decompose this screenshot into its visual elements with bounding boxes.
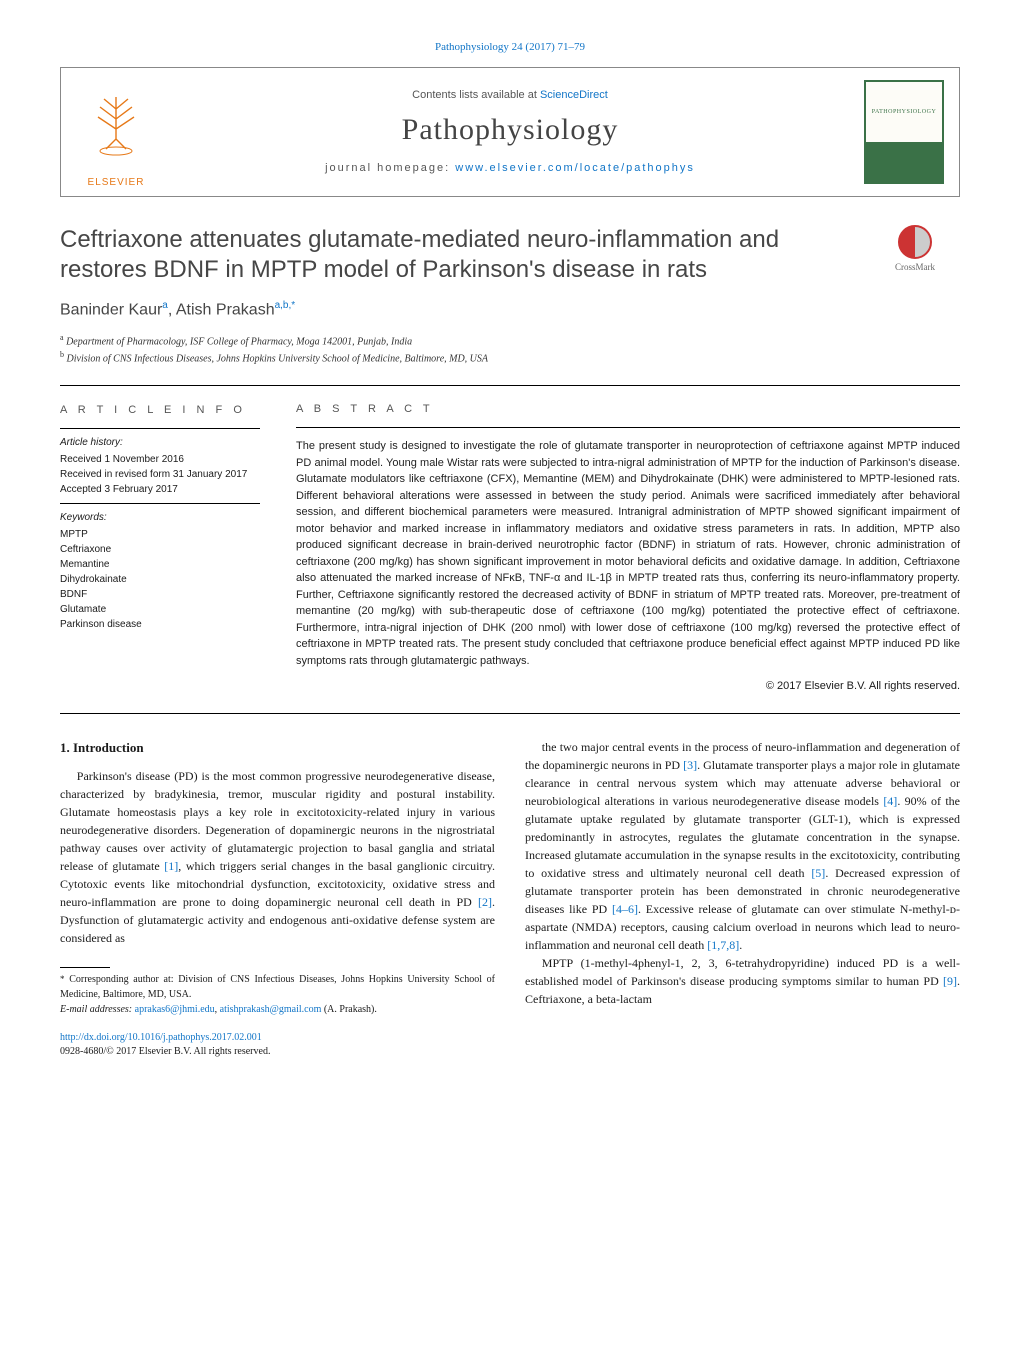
- abstract-copyright: © 2017 Elsevier B.V. All rights reserved…: [296, 679, 960, 694]
- crossmark-icon: [898, 225, 932, 259]
- email-link-1[interactable]: aprakas6@jhmi.edu: [135, 1004, 215, 1015]
- keyword-6: Parkinson disease: [60, 617, 260, 632]
- affiliations: a Department of Pharmacology, ISF Colleg…: [60, 332, 960, 367]
- section-heading-intro: 1. Introduction: [60, 738, 495, 758]
- author-1-aff: a: [162, 300, 168, 311]
- rule-bottom: [60, 713, 960, 714]
- journal-homepage-link[interactable]: www.elsevier.com/locate/pathophys: [455, 162, 695, 174]
- keyword-4: BDNF: [60, 587, 260, 602]
- author-2-aff: a,b,: [275, 300, 292, 311]
- publisher-name: ELSEVIER: [88, 176, 145, 190]
- keywords-label: Keywords:: [60, 510, 260, 525]
- aff-a-sup: a: [60, 333, 64, 342]
- body-column-left: 1. Introduction Parkinson's disease (PD)…: [60, 738, 495, 1060]
- publisher-logo: ELSEVIER: [61, 68, 171, 196]
- aff-b-text: Division of CNS Infectious Diseases, Joh…: [67, 354, 489, 365]
- rule-top: [60, 385, 960, 386]
- cover-title: PATHOPHYSIOLOGY: [866, 82, 942, 116]
- aff-a-text: Department of Pharmacology, ISF College …: [66, 336, 412, 347]
- journal-cover: PATHOPHYSIOLOGY: [849, 68, 959, 196]
- article-info-column: A R T I C L E I N F O Article history: R…: [60, 402, 260, 695]
- article-info-heading: A R T I C L E I N F O: [60, 402, 260, 419]
- journal-header-box: ELSEVIER Contents lists available at Sci…: [60, 67, 960, 197]
- keyword-0: MPTP: [60, 527, 260, 542]
- affiliation-b: b Division of CNS Infectious Diseases, J…: [60, 349, 960, 366]
- crossmark-label: CrossMark: [895, 261, 935, 274]
- history-accepted: Accepted 3 February 2017: [60, 482, 260, 497]
- article-title: Ceftriaxone attenuates glutamate-mediate…: [60, 225, 870, 285]
- doi-block: http://dx.doi.org/10.1016/j.pathophys.20…: [60, 1031, 495, 1059]
- sciencedirect-link[interactable]: ScienceDirect: [540, 89, 608, 101]
- issn-copyright: 0928-4680/© 2017 Elsevier B.V. All right…: [60, 1046, 270, 1057]
- keyword-3: Dihydrokainate: [60, 572, 260, 587]
- author-1: Baninder Kaur: [60, 302, 162, 319]
- email-label: E-mail addresses:: [60, 1004, 132, 1015]
- keyword-5: Glutamate: [60, 602, 260, 617]
- contents-line: Contents lists available at ScienceDirec…: [171, 88, 849, 103]
- corresp-text: Corresponding author at: Division of CNS…: [60, 974, 495, 1000]
- intro-para-3: MPTP (1-methyl-4phenyl-1, 2, 3, 6-tetrah…: [525, 954, 960, 1008]
- intro-para-1-text: Parkinson's disease (PD) is the most com…: [60, 769, 495, 945]
- keyword-1: Ceftriaxone: [60, 542, 260, 557]
- abstract-text: The present study is designed to investi…: [296, 438, 960, 669]
- intro-para-2: the two major central events in the proc…: [525, 738, 960, 954]
- crossmark-badge[interactable]: CrossMark: [870, 225, 960, 285]
- journal-name: Pathophysiology: [171, 109, 849, 151]
- doi-link[interactable]: http://dx.doi.org/10.1016/j.pathophys.20…: [60, 1032, 262, 1043]
- email-author: (A. Prakash).: [321, 1004, 377, 1015]
- footnotes: * Corresponding author at: Division of C…: [60, 967, 495, 1017]
- history-revised: Received in revised form 31 January 2017: [60, 467, 260, 482]
- abstract-heading: A B S T R A C T: [296, 402, 960, 417]
- homepage-line: journal homepage: www.elsevier.com/locat…: [171, 161, 849, 176]
- author-2: Atish Prakash: [176, 302, 275, 319]
- aff-b-sup: b: [60, 350, 64, 359]
- corresp-star: *: [60, 974, 65, 984]
- homepage-prefix: journal homepage:: [325, 162, 455, 174]
- abstract-column: A B S T R A C T The present study is des…: [296, 402, 960, 695]
- contents-prefix: Contents lists available at: [412, 89, 540, 101]
- body-column-right: the two major central events in the proc…: [525, 738, 960, 1060]
- keyword-2: Memantine: [60, 557, 260, 572]
- history-received: Received 1 November 2016: [60, 452, 260, 467]
- authors-line: Baninder Kaura, Atish Prakasha,b,*: [60, 299, 960, 322]
- history-label: Article history:: [60, 435, 260, 450]
- email-link-2[interactable]: atishprakash@gmail.com: [220, 1004, 322, 1015]
- author-2-corresp: *: [291, 300, 295, 311]
- citation-header: Pathophysiology 24 (2017) 71–79: [60, 40, 960, 55]
- intro-para-1: Parkinson's disease (PD) is the most com…: [60, 767, 495, 947]
- elsevier-tree-icon: [86, 89, 146, 176]
- affiliation-a: a Department of Pharmacology, ISF Colleg…: [60, 332, 960, 349]
